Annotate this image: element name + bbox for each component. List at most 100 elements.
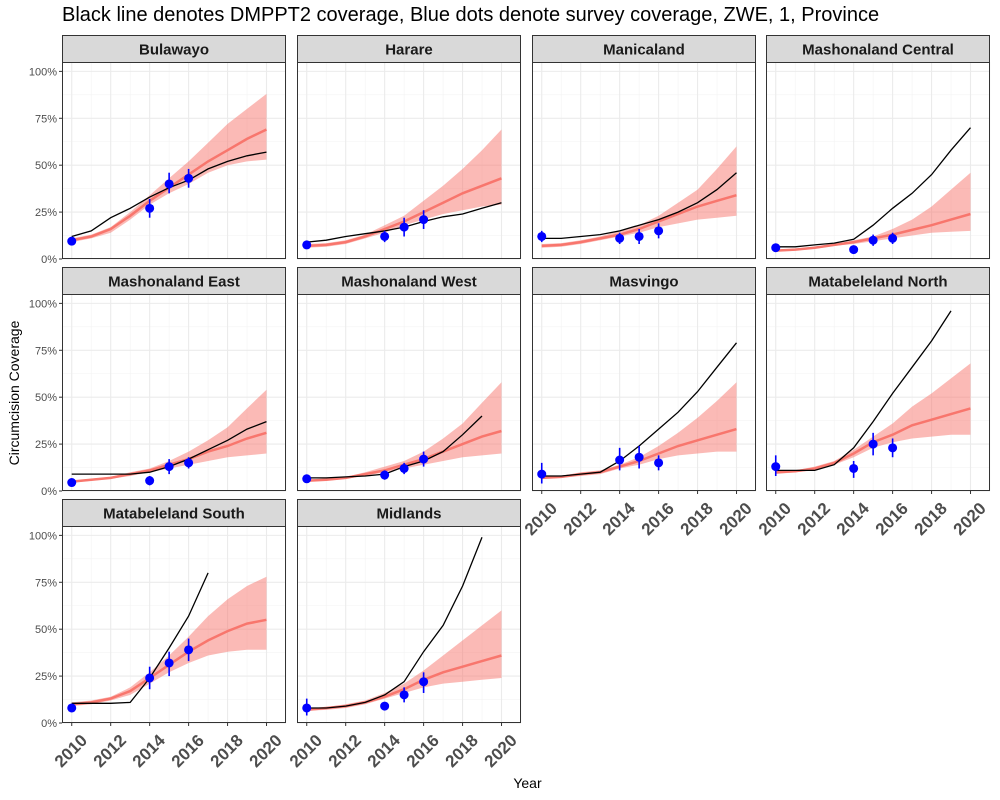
x-tick-label: 2012 [90, 731, 130, 771]
x-tick-label: 2012 [560, 499, 600, 539]
y-tick-label: 100% [29, 66, 57, 78]
survey-point [380, 470, 390, 480]
x-tick-label: 2016 [403, 731, 443, 771]
survey-point [184, 645, 194, 655]
survey-point [888, 233, 898, 243]
dmppt2-line [541, 172, 737, 240]
panel-border [766, 62, 990, 259]
y-tick-label: 0% [41, 486, 57, 498]
x-axis-title: Year [513, 775, 542, 791]
survey-point [634, 452, 644, 462]
survey-point [537, 231, 547, 241]
facet-strip [62, 499, 286, 527]
facet-panel: Bulawayo 0% 25% 50% 75% 100% [29, 35, 287, 266]
y-tick-label: 25% [35, 439, 57, 451]
panel-border [532, 294, 756, 491]
facet-strip [297, 267, 521, 295]
facet-strip-label: Mashonaland West [341, 274, 477, 291]
y-tick-label: 0% [41, 718, 57, 730]
model-uncertainty-band [775, 172, 971, 252]
survey-point [849, 245, 859, 255]
dmppt2-line [71, 572, 209, 704]
y-tick-label: 100% [29, 298, 57, 310]
survey-point [380, 231, 390, 241]
survey-point [849, 463, 859, 473]
facet-strip-label: Matabeleland North [808, 274, 947, 291]
panel-border [297, 62, 521, 259]
survey-point [67, 478, 77, 488]
x-tick-label: 2016 [168, 731, 208, 771]
survey-point [164, 462, 174, 472]
y-tick-label: 75% [35, 113, 57, 125]
survey-point [537, 469, 547, 479]
survey-point [164, 179, 174, 189]
survey-point [145, 476, 155, 486]
model-uncertainty-band [541, 146, 737, 248]
facet-strip-label: Matabeleland South [103, 506, 245, 523]
x-tick-label: 2016 [638, 499, 678, 539]
facet-strip-label: Masvingo [609, 274, 678, 291]
facet-panel: Manicaland [532, 35, 757, 260]
survey-point [164, 658, 174, 668]
dmppt2-line [775, 310, 952, 472]
survey-point [302, 474, 312, 484]
facet-strip-label: Manicaland [603, 42, 685, 59]
y-tick-label: 0% [41, 254, 57, 266]
y-tick-label: 75% [35, 345, 57, 357]
panel-border [532, 62, 756, 259]
x-tick-label: 2012 [794, 499, 834, 539]
facet-strip-label: Midlands [376, 506, 441, 523]
survey-point [888, 443, 898, 453]
chart-title: Black line denotes DMPPT2 coverage, Blue… [62, 4, 880, 26]
x-tick-label: 2018 [207, 731, 247, 771]
survey-point [302, 703, 312, 713]
survey-point [399, 463, 409, 473]
x-tick-label: 2010 [51, 731, 91, 771]
facet-strip-label: Bulawayo [139, 42, 209, 59]
survey-point [654, 226, 664, 236]
plot-background [62, 294, 286, 491]
survey-point [419, 677, 429, 687]
survey-point [615, 455, 625, 465]
x-tick-label: 2016 [872, 499, 912, 539]
y-tick-label: 100% [29, 530, 57, 542]
x-tick-label: 2014 [599, 498, 640, 539]
facet-panel: Mashonaland West [297, 267, 522, 492]
x-tick-label: 2020 [950, 499, 990, 539]
y-tick-label: 75% [35, 577, 57, 589]
x-tick-label: 2020 [246, 731, 286, 771]
panel-border [297, 526, 521, 723]
facet-panel: Matabeleland South0%25%50%75%100%2010201… [29, 499, 287, 771]
y-axis-title: Circumcision Coverage [6, 320, 22, 466]
facet-strip-label: Mashonaland East [108, 274, 240, 291]
x-tick-label: 2014 [833, 498, 874, 539]
survey-point [419, 215, 429, 225]
survey-point [67, 703, 77, 713]
facet-strip [297, 35, 521, 63]
facet-strip [532, 35, 756, 63]
survey-point [771, 462, 781, 472]
panel-border [62, 294, 286, 491]
survey-point [145, 203, 155, 213]
facet-panel: Mashonaland East 0% 25% 50% 75% 100% [29, 267, 287, 498]
survey-point [615, 233, 625, 243]
x-tick-label: 2020 [716, 499, 756, 539]
survey-point [868, 439, 878, 449]
survey-point [868, 235, 878, 245]
dmppt2-line [306, 415, 483, 479]
plot-background [297, 294, 521, 491]
survey-point [771, 243, 781, 253]
x-tick-label: 2018 [442, 731, 482, 771]
facet-strip-label: Harare [385, 42, 433, 59]
panel-border [766, 294, 990, 491]
survey-point [67, 236, 77, 246]
facet-panel: Mashonaland Central [766, 35, 991, 260]
survey-point [380, 701, 390, 711]
x-tick-label: 2010 [286, 731, 326, 771]
x-tick-label: 2014 [364, 730, 405, 771]
facet-strip [62, 267, 286, 295]
